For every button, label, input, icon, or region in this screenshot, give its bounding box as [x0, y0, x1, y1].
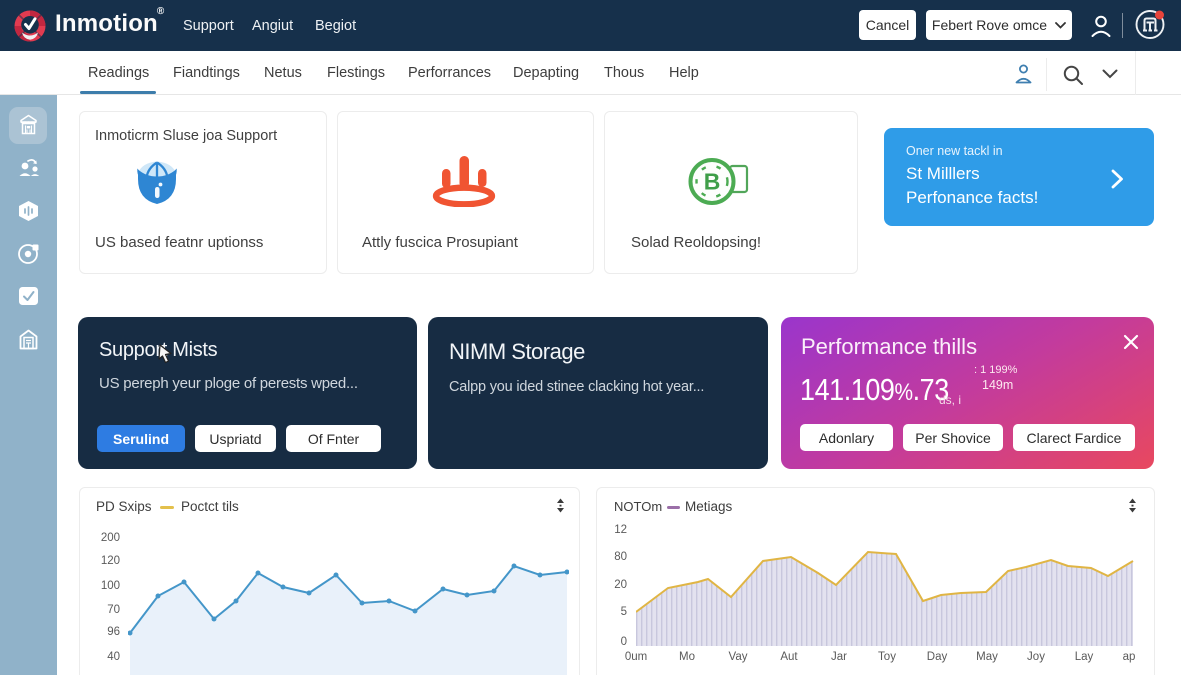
svg-text:B: B	[704, 169, 721, 195]
